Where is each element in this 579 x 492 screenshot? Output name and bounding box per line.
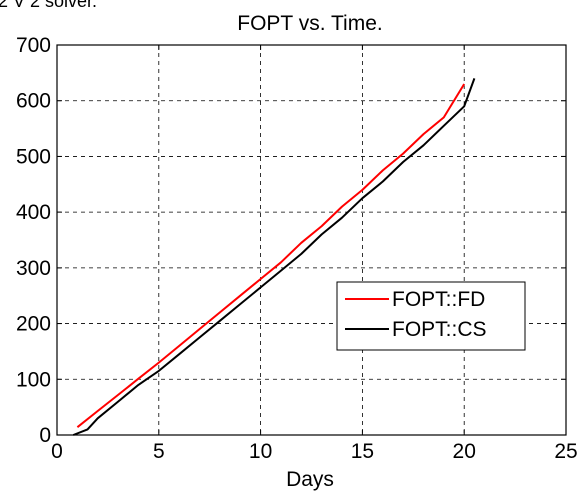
plot-frame bbox=[56, 44, 567, 436]
y-tick-label: 600 bbox=[16, 90, 51, 113]
chart-title: FOPT vs. Time. bbox=[237, 12, 382, 35]
x-tick-label: 10 bbox=[249, 440, 272, 463]
grid bbox=[57, 45, 566, 435]
x-axis-label: Days bbox=[286, 468, 334, 491]
x-tick-label: 25 bbox=[554, 440, 577, 463]
y-tick-label: 100 bbox=[16, 368, 51, 391]
x-tick-label: 0 bbox=[51, 440, 63, 463]
y-tick-label: 700 bbox=[16, 34, 51, 57]
cropped-caption: 2 V 2 solver. bbox=[0, 0, 98, 11]
x-axis-ticks: 0 5 10 15 20 25 bbox=[51, 45, 578, 463]
y-tick-label: 400 bbox=[16, 201, 51, 224]
legend-label-fd: FOPT::FD bbox=[392, 288, 485, 311]
y-tick-label: 200 bbox=[16, 313, 51, 336]
legend: FOPT::FD FOPT::CS bbox=[336, 281, 526, 351]
y-axis-ticks: 0 100 200 300 400 500 600 700 bbox=[16, 34, 566, 447]
legend-box bbox=[336, 281, 526, 351]
x-tick-label: 5 bbox=[153, 440, 165, 463]
y-tick-label: 0 bbox=[39, 424, 51, 447]
y-tick-label: 500 bbox=[16, 145, 51, 168]
legend-label-cs: FOPT::CS bbox=[392, 318, 487, 341]
series-lines bbox=[72, 78, 476, 436]
y-tick-label: 300 bbox=[16, 257, 51, 280]
x-tick-label: 20 bbox=[453, 440, 476, 463]
series-line-fopt-fd bbox=[76, 83, 466, 428]
series-line-fopt-cs bbox=[72, 78, 476, 436]
x-tick-label: 15 bbox=[351, 440, 374, 463]
